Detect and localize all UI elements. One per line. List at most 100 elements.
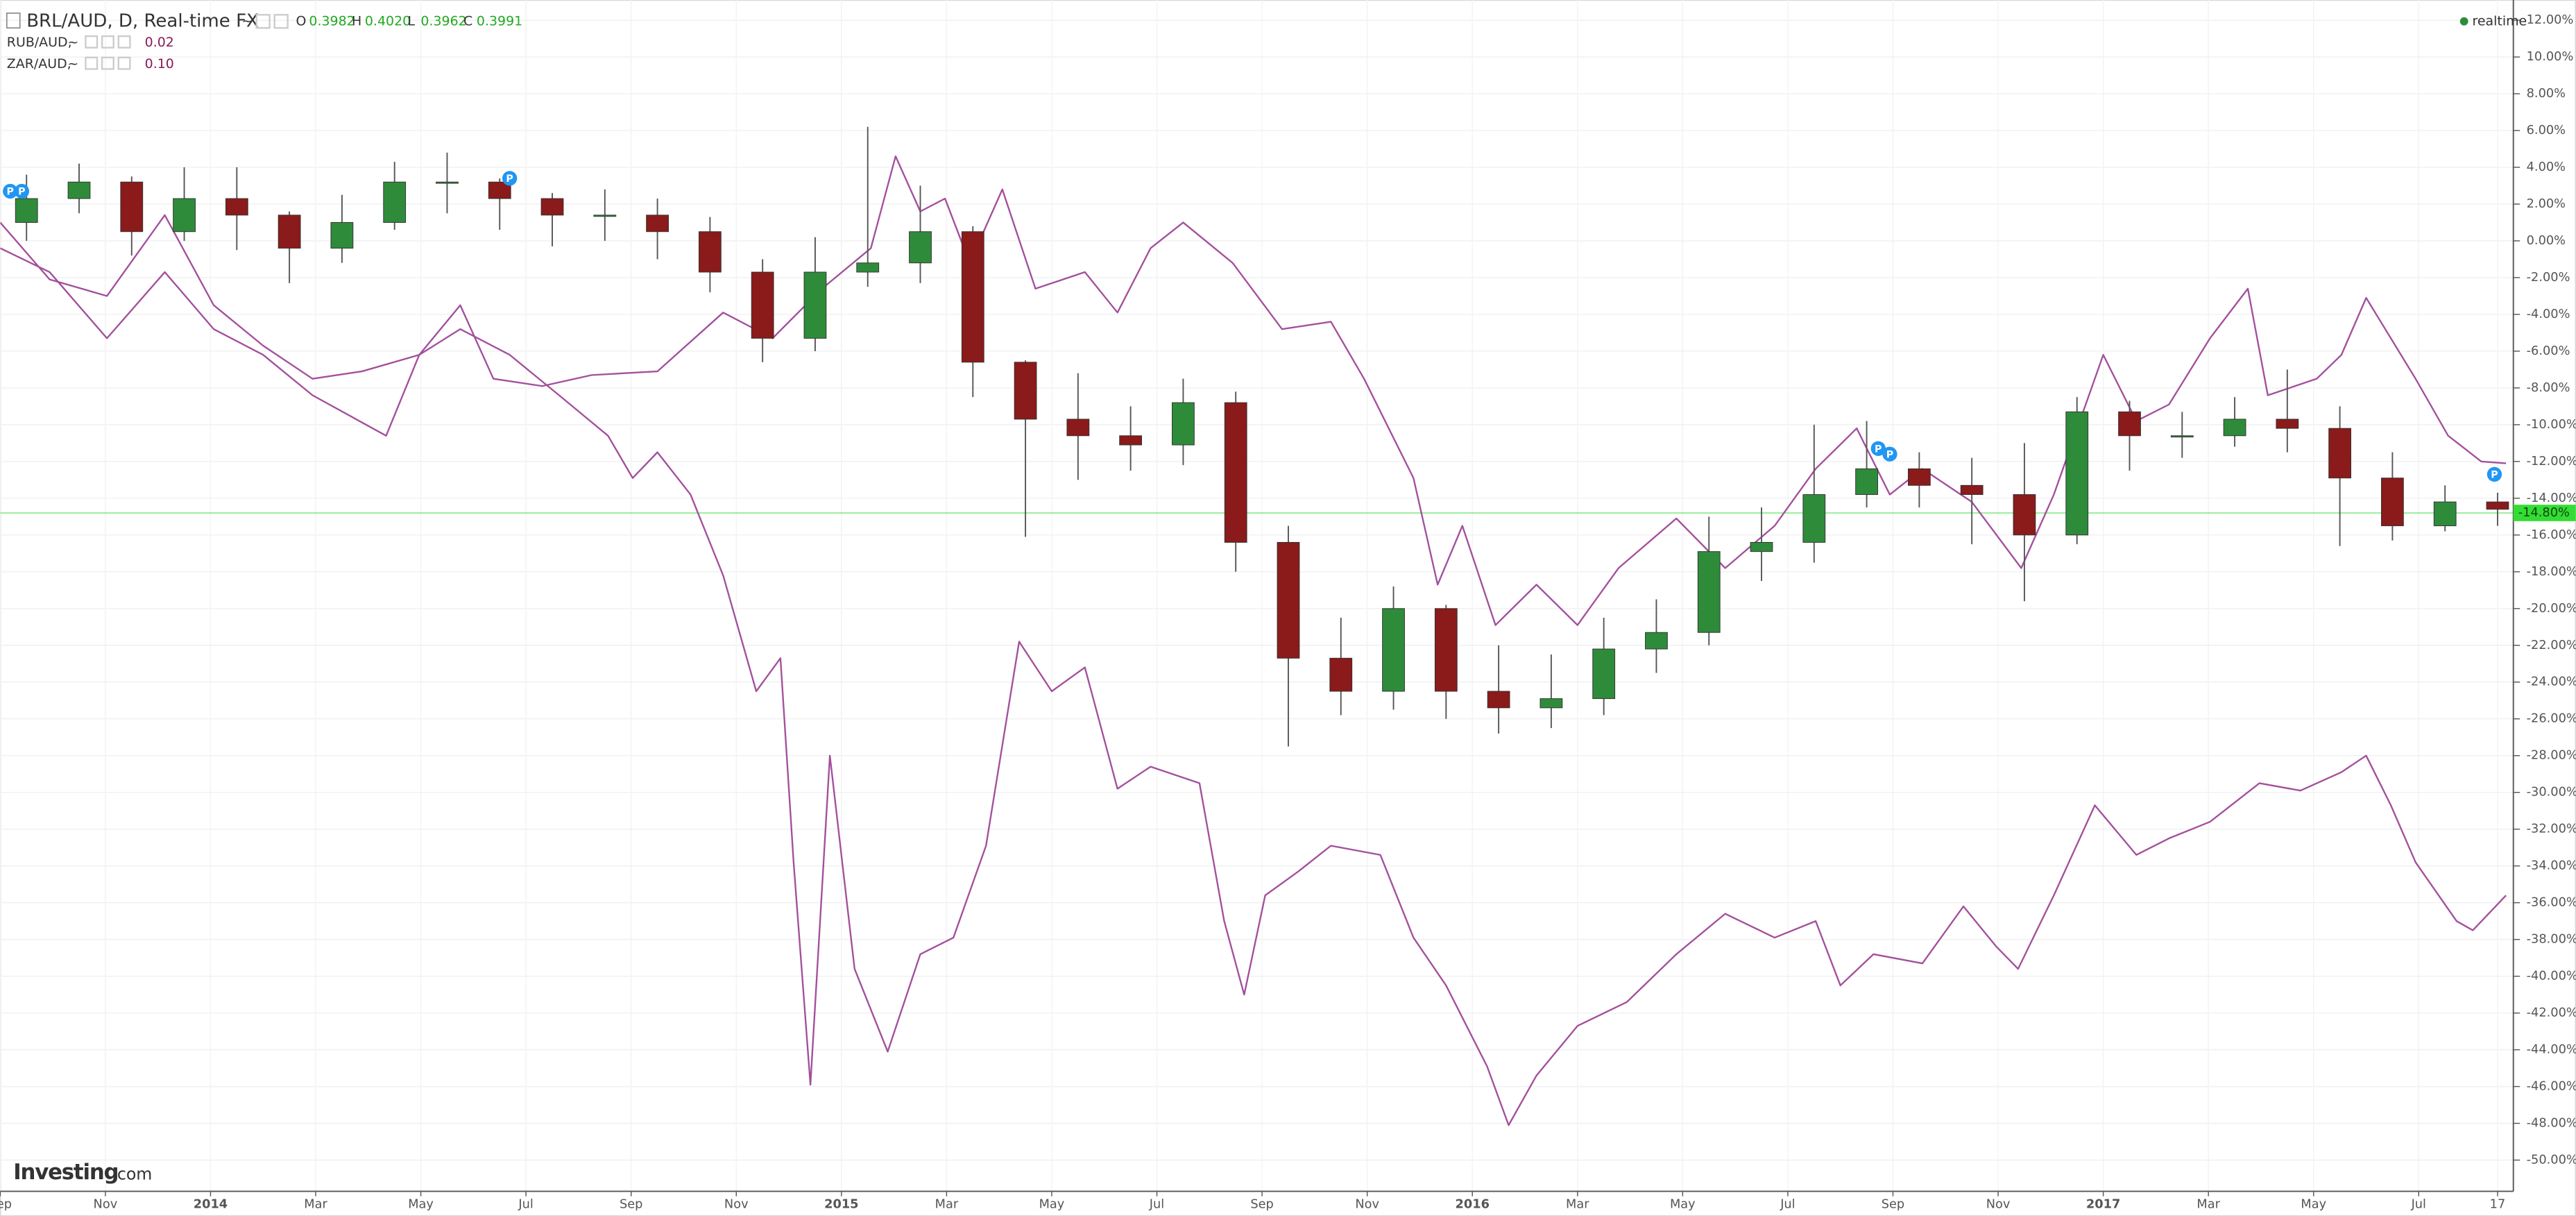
series-menu[interactable]: ~ <box>241 13 253 28</box>
candle-body <box>2328 428 2352 479</box>
candle-body <box>330 222 354 249</box>
x-tick-label: Jul <box>518 1197 533 1211</box>
event-marker <box>502 171 518 186</box>
y-tick-label: -20.00% <box>2527 602 2576 616</box>
candle-body <box>120 181 144 233</box>
candle-body <box>1014 362 1037 420</box>
status-label: realtime <box>2473 13 2527 28</box>
candle-body <box>1907 468 1931 486</box>
x-tick-label: Nov <box>724 1197 749 1211</box>
candle-body <box>1382 608 1405 692</box>
candle-body <box>1855 468 1878 496</box>
candle-body <box>2486 501 2509 510</box>
ohlc-value: 0.4020 <box>365 13 411 28</box>
series-line <box>0 214 2507 1126</box>
legend-name: ZAR/AUD, <box>7 56 71 71</box>
y-tick-label: -26.00% <box>2527 712 2576 726</box>
candle-body <box>593 214 617 217</box>
ohlc-key: C <box>463 13 472 28</box>
legend-icon <box>101 56 114 70</box>
event-marker <box>1882 446 1897 462</box>
legend-icon <box>117 56 131 70</box>
legend-icon <box>85 35 99 49</box>
candle-body <box>1277 541 1300 659</box>
event-label: P <box>1886 449 1893 460</box>
x-tick-label: Nov <box>1986 1197 2011 1211</box>
candle-body <box>436 181 459 184</box>
candle-body <box>1592 648 1616 700</box>
candle-body <box>1066 419 1090 437</box>
y-tick-label: 10.00% <box>2527 50 2574 64</box>
x-tick-label: May <box>408 1197 434 1211</box>
legend-menu: ~ <box>67 56 78 71</box>
candle-body <box>1750 541 1773 552</box>
y-tick-label: -10.00% <box>2527 418 2576 432</box>
x-tick-label: 2017 <box>2086 1197 2120 1211</box>
x-tick-label: Sep <box>1882 1197 1904 1211</box>
candle-body <box>1224 402 1247 543</box>
legend-name: RUB/AUD, <box>7 35 72 50</box>
x-tick-label: May <box>2301 1197 2326 1211</box>
candle-body <box>173 198 196 233</box>
x-tick-label: Sep <box>1250 1197 1273 1211</box>
grid <box>0 0 2514 1192</box>
event-label: P <box>2491 470 2498 481</box>
x-tick-label: May <box>1039 1197 1065 1211</box>
legend-icon <box>101 35 114 49</box>
x-tick-label: Sep <box>0 1197 12 1211</box>
candle-body <box>2170 435 2194 438</box>
x-tick-label: Sep <box>620 1197 642 1211</box>
hide-icon[interactable] <box>273 14 289 29</box>
status-dot <box>2459 17 2468 26</box>
candle-body <box>2276 419 2299 429</box>
candle-body <box>1802 494 1826 543</box>
x-tick-label: Mar <box>935 1197 959 1211</box>
collapse-icon[interactable] <box>6 12 21 29</box>
x-tick-label: 2015 <box>824 1197 858 1211</box>
settings-icon[interactable] <box>255 14 271 29</box>
legend-icon <box>117 35 131 49</box>
event-label: P <box>1875 444 1882 455</box>
event-label: P <box>506 174 513 185</box>
event-marker <box>14 183 30 199</box>
candle-body <box>2223 419 2246 437</box>
ohlc-key: O <box>296 13 306 28</box>
y-tick-label: -36.00% <box>2527 896 2576 910</box>
y-tick-label: -46.00% <box>2527 1079 2576 1093</box>
candle-body <box>2118 411 2141 437</box>
x-tick-label: 2016 <box>1456 1197 1490 1211</box>
event-label: P <box>7 187 14 198</box>
x-tick-label: Mar <box>304 1197 327 1211</box>
candle-body <box>383 181 407 223</box>
series-line <box>0 155 2507 626</box>
y-tick-label: 12.00% <box>2527 13 2574 27</box>
event-marker <box>1870 441 1886 456</box>
y-tick-label: -48.00% <box>2527 1116 2576 1130</box>
candle-body <box>803 271 827 339</box>
candle-body <box>2433 501 2457 527</box>
ohlc-value: 0.3991 <box>477 13 522 28</box>
ohlc-key: L <box>407 13 415 28</box>
y-tick-label: -4.00% <box>2527 307 2570 321</box>
x-tick-label: Nov <box>1355 1197 1379 1211</box>
y-tick-label: -30.00% <box>2527 786 2576 800</box>
candle-body <box>540 198 564 216</box>
event-marker <box>3 183 18 199</box>
candle-body <box>751 271 774 339</box>
legend-value: 0.10 <box>145 56 174 71</box>
y-tick-label: -50.00% <box>2527 1153 2576 1167</box>
chart-title: BRL/AUD, D, Real-time FX <box>26 10 259 31</box>
y-tick-label: 8.00% <box>2527 87 2566 101</box>
ohlc-key: H <box>352 13 361 28</box>
candle-body <box>278 214 301 249</box>
candle-body <box>488 181 511 199</box>
x-tick-label: Mar <box>1566 1197 1589 1211</box>
last-value-label: -14.80% <box>2518 506 2570 520</box>
legend-value: 0.02 <box>145 35 174 50</box>
ohlc-value: 0.3962 <box>420 13 466 28</box>
candle-body <box>225 198 248 216</box>
y-tick-label: -16.00% <box>2527 528 2576 542</box>
candle-body <box>646 214 669 233</box>
